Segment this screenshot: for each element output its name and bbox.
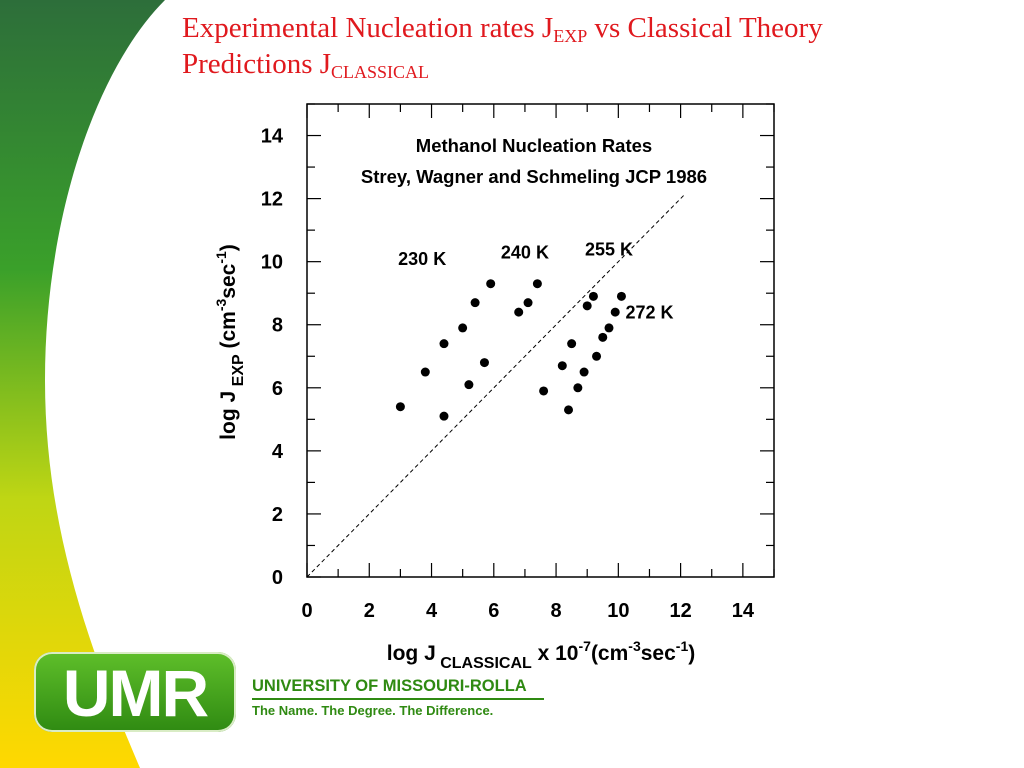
y-label-text: sec [217, 263, 240, 298]
x-tick-label: 14 [732, 600, 755, 622]
x-tick-label: 6 [488, 600, 499, 622]
data-point [582, 301, 592, 311]
data-point [486, 279, 496, 289]
data-point [523, 298, 533, 308]
y-tick-label: 6 [272, 378, 283, 400]
divider [252, 698, 544, 700]
data-point [439, 411, 449, 421]
data-point [514, 307, 524, 317]
y-tick-label: 14 [261, 126, 284, 148]
x-label-sup: -7 [578, 638, 591, 654]
data-point [439, 339, 449, 349]
university-name: UNIVERSITY OF MISSOURI-ROLLA [252, 677, 527, 695]
y-label-main: log J [217, 391, 240, 440]
x-tick-label: 0 [301, 600, 312, 622]
x-label-sup: -3 [628, 638, 641, 654]
y-tick-label: 8 [272, 315, 283, 337]
data-point [479, 358, 489, 368]
x-tick-label: 4 [426, 600, 438, 622]
data-point [604, 323, 614, 333]
data-point [532, 279, 542, 289]
data-point [564, 405, 574, 415]
x-label-sub: CLASSICAL [436, 655, 532, 672]
green-yellow-swoosh [0, 0, 165, 768]
data-point [464, 380, 474, 390]
slide-title: Experimental Nucleation rates JEXP vs Cl… [182, 12, 823, 82]
x-label-text: ) [688, 642, 695, 665]
y-axis-label: log J EXP (cm-3sec-1) [213, 244, 247, 440]
data-point [588, 291, 598, 301]
series-label: 240 K [501, 243, 549, 263]
x-tick-label: 2 [364, 600, 375, 622]
chart-annotation: Methanol Nucleation Rates [416, 135, 652, 156]
y-label-text: (cm [217, 311, 240, 354]
reference-line-dashed [306, 195, 685, 578]
y-tick-label: 2 [272, 504, 283, 526]
data-point [598, 332, 608, 342]
data-point [567, 339, 577, 349]
x-tick-label: 10 [607, 600, 629, 622]
y-tick-label: 12 [261, 189, 283, 211]
data-point [539, 386, 549, 396]
x-tick-label: 8 [551, 600, 562, 622]
data-point [470, 298, 480, 308]
data-point [610, 307, 620, 317]
x-label-text: x 10 [532, 642, 579, 665]
data-point [573, 383, 583, 393]
data-point [557, 361, 567, 371]
y-label-text: ) [217, 244, 240, 251]
data-point [616, 291, 626, 301]
y-label-sub: EXP [230, 354, 247, 391]
chart-annotation: Strey, Wagner and Schmeling JCP 1986 [361, 166, 707, 187]
series-label: 272 K [625, 302, 673, 322]
data-point [592, 351, 602, 361]
y-tick-label: 0 [272, 567, 283, 589]
x-label-sup: -1 [676, 638, 689, 654]
data-point [420, 367, 430, 377]
x-tick-label: 12 [669, 600, 691, 622]
y-tick-label: 10 [261, 252, 283, 274]
data-point [579, 367, 589, 377]
series-label: 255 K [585, 239, 633, 259]
tagline: The Name. The Degree. The Difference. [252, 703, 494, 718]
umr-logo: UMR [34, 652, 236, 732]
x-axis-label: log J CLASSICAL x 10-7(cm-3sec-1) [387, 638, 696, 672]
x-label-text: sec [641, 642, 676, 665]
plot-frame [306, 103, 775, 578]
data-point [395, 402, 405, 412]
series-label: 230 K [398, 249, 446, 269]
x-label-text: (cm [591, 642, 628, 665]
y-label-sup: -1 [213, 251, 229, 264]
x-label-main: log J [387, 642, 436, 665]
y-label-sup: -3 [213, 298, 229, 311]
y-tick-label: 4 [272, 441, 284, 463]
data-point [458, 323, 468, 333]
logo-text: UMR [62, 656, 209, 730]
